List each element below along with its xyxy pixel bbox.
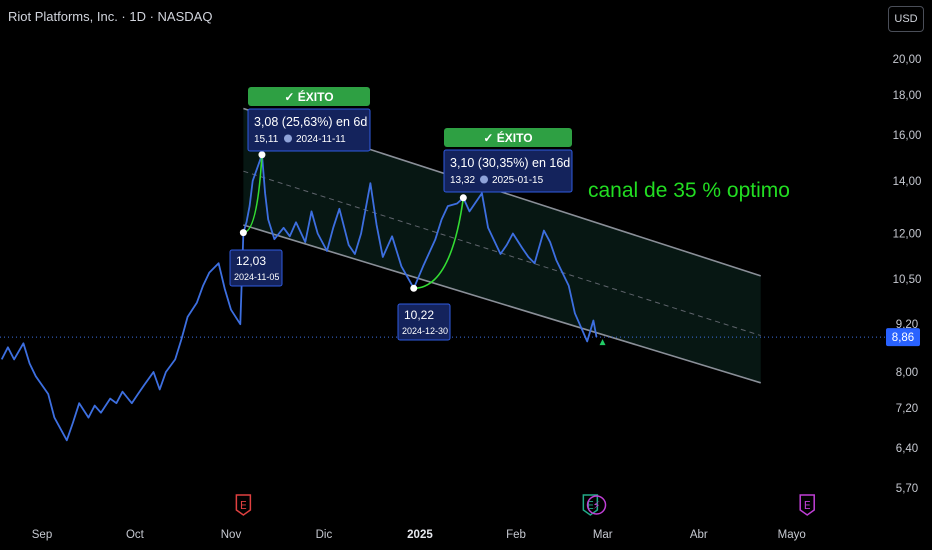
y-tick-label: 8,00 [896, 367, 918, 379]
event-letter: E [240, 499, 247, 512]
clock-icon [480, 175, 488, 184]
x-tick-label: Feb [506, 529, 526, 541]
start-price: 10,22 [404, 308, 434, 322]
price-line [0, 153, 598, 442]
x-tick-label: Oct [126, 529, 145, 541]
start-box [229, 249, 283, 287]
y-tick-label: 10,50 [893, 274, 922, 286]
earnings-event-icon: E [799, 494, 815, 516]
success-annotation: ✓ ÉXITO 3,08 (25,63%) en 6d 15,11 2024-11-1… [229, 87, 371, 287]
success-badge-label: ✓ ÉXITO [483, 130, 532, 145]
start-price: 12,03 [236, 254, 266, 268]
event-letter: ⚡ [593, 499, 601, 512]
clock-icon [284, 134, 292, 143]
y-tick-label: 20,00 [893, 54, 922, 66]
target-date: 2025-01-15 [492, 175, 544, 186]
start-point [410, 284, 418, 292]
x-tick-label: Mayo [778, 529, 806, 541]
y-tick-label: 16,00 [893, 130, 922, 142]
event-shield [582, 494, 599, 516]
x-tick-label: Mar [593, 529, 613, 541]
start-date: 2024-11-05 [234, 272, 279, 282]
event-shield [799, 494, 815, 516]
gain-box [247, 108, 371, 152]
gain-text: 3,08 (25,63%) en 6d [254, 115, 367, 129]
start-date: 2024-12-30 [402, 326, 448, 336]
success-badge-label: ✓ ÉXITO [284, 89, 333, 104]
start-box [397, 303, 451, 341]
y-tick-label: 14,00 [893, 176, 922, 188]
success-annotation: ✓ ÉXITO 3,10 (30,35%) en 16d 13,32 2025-01-… [397, 128, 573, 341]
currency-button[interactable]: USD [888, 6, 924, 32]
channel-note: canal de 35 % optimo [588, 179, 790, 202]
gain-text: 3,10 (30,35%) en 16d [450, 156, 570, 170]
event-shield [235, 494, 252, 516]
y-tick-label: 7,20 [896, 403, 918, 415]
event-letter: E [804, 499, 811, 512]
target-price: 13,32 [450, 175, 475, 186]
channel-fill [243, 108, 761, 383]
x-tick-label: 2025 [407, 529, 433, 541]
last-point-marker [599, 339, 606, 346]
x-tick-label: Nov [221, 529, 242, 541]
last-price-badge [886, 328, 920, 347]
last-price-label: 8,86 [892, 332, 914, 344]
y-tick-label: 5,70 [896, 483, 918, 495]
earnings-event-icon: E [235, 494, 252, 516]
symbol-title: Riot Platforms, Inc. · 1D · NASDAQ [8, 9, 213, 24]
start-point [239, 229, 247, 237]
dividend-event-icon: ⚡ [586, 495, 607, 515]
x-tick-label: Abr [690, 529, 708, 541]
channel-lower-line [243, 224, 761, 384]
y-tick-label: 6,40 [896, 443, 918, 455]
event-circle [586, 495, 607, 515]
y-tick-label: 12,00 [893, 228, 922, 240]
end-point [459, 194, 467, 202]
success-badge [444, 128, 572, 147]
x-tick-label: Dic [316, 529, 333, 541]
earnings-event-icon: E [582, 494, 599, 516]
end-point [258, 151, 266, 159]
target-date: 2024-11-11 [296, 134, 346, 145]
target-price: 15,11 [254, 134, 279, 145]
x-tick-label: Sep [32, 529, 52, 541]
success-badge [248, 87, 370, 106]
channel-mid-line [243, 170, 761, 337]
gain-box [443, 149, 573, 193]
y-tick-label: 18,00 [893, 90, 922, 102]
gain-arc [413, 197, 465, 290]
event-letter: E [587, 499, 594, 512]
